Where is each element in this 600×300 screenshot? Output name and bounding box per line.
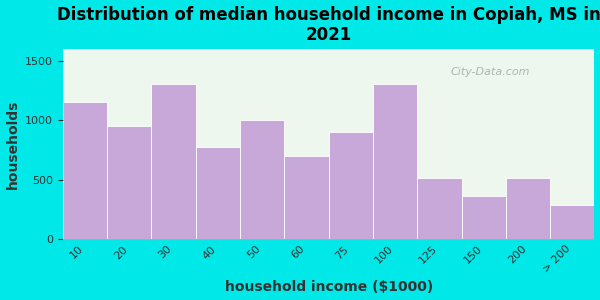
Bar	[63, 102, 107, 239]
Bar	[196, 147, 240, 239]
Y-axis label: households: households	[5, 99, 20, 188]
Text: City-Data.com: City-Data.com	[451, 67, 530, 76]
Bar	[550, 205, 595, 239]
Title: Distribution of median household income in Copiah, MS in
2021: Distribution of median household income …	[57, 6, 600, 44]
Bar	[329, 132, 373, 239]
Bar	[151, 84, 196, 239]
Bar	[284, 156, 329, 239]
Bar	[417, 178, 461, 239]
Bar	[373, 84, 417, 239]
X-axis label: household income ($1000): household income ($1000)	[224, 280, 433, 294]
Bar	[461, 196, 506, 239]
Bar	[240, 120, 284, 239]
Bar	[506, 178, 550, 239]
Bar	[107, 126, 151, 239]
